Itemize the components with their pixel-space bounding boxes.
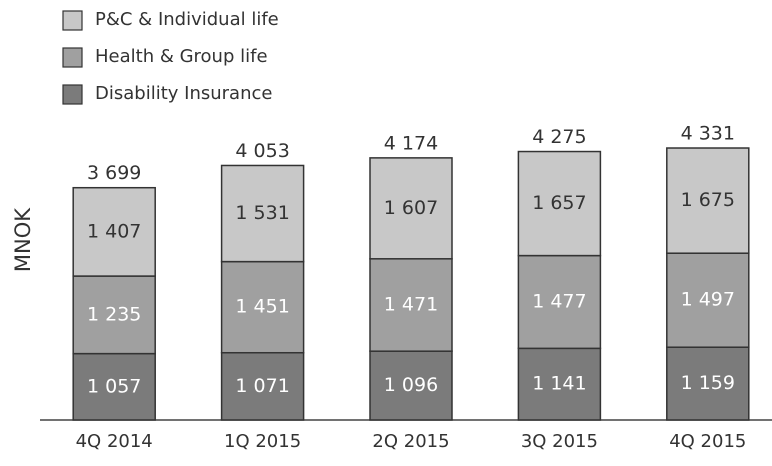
legend-swatch [62,84,83,105]
bar-segment [666,147,750,254]
total-label: 4 174 [384,132,438,154]
total-label: 4 275 [532,126,586,148]
value-label: 1 057 [87,375,141,397]
bar-segment [666,346,750,421]
bar-segment [220,164,305,263]
bar-segment [369,258,453,352]
value-label: 1 141 [532,373,586,395]
value-label: 1 235 [87,303,141,325]
x-tick-label: 4Q 2014 [76,431,153,452]
total-label: 4 053 [235,140,289,162]
legend-swatch [62,10,83,31]
total-label: 3 699 [87,162,141,184]
bar-segment [517,347,602,421]
value-label: 1 531 [235,202,289,224]
value-label: 1 407 [87,220,141,242]
bar-segment [369,157,453,260]
x-tick-label: 1Q 2015 [224,431,301,452]
value-label: 1 451 [235,296,289,318]
legend-label: P&C & Individual life [95,9,279,30]
bar-segment [220,260,305,354]
value-label: 1 071 [235,375,289,397]
value-label: 1 675 [681,189,735,211]
bar-segment [220,351,305,421]
value-label: 1 471 [384,293,438,315]
y-axis-label: MNOK [11,207,35,272]
bar-segment [72,186,156,277]
legend-label: Disability Insurance [95,83,272,104]
value-label: 1 159 [681,372,735,394]
legend-swatch [62,47,83,68]
bar-segment [72,352,156,421]
x-tick-label: 2Q 2015 [372,431,449,452]
value-label: 1 477 [532,290,586,312]
value-label: 1 096 [384,374,438,396]
total-label: 4 331 [681,123,735,145]
value-label: 1 657 [532,192,586,214]
bar-segment [517,254,602,350]
x-tick-label: 4Q 2015 [669,431,746,452]
bar-segment [666,252,750,348]
bar-segment [72,275,156,355]
legend-label: Health & Group life [95,46,268,67]
x-tick-label: 3Q 2015 [521,431,598,452]
bar-segment [517,150,602,257]
value-label: 1 607 [384,197,438,219]
value-label: 1 497 [681,289,735,311]
bar-segment [369,350,453,421]
